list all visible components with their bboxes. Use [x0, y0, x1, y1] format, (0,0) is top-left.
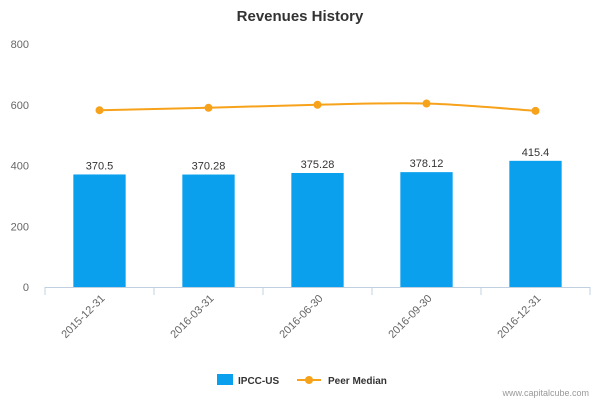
- bar: [400, 172, 453, 287]
- bar: [182, 174, 235, 287]
- peer-median-point: [422, 99, 431, 108]
- bar: [73, 174, 126, 287]
- y-tick-label: 800: [11, 39, 29, 51]
- y-tick-label: 600: [11, 100, 29, 112]
- bar-value-label: 370.28: [192, 161, 226, 173]
- x-tick-label: 2016-09-30: [386, 293, 434, 341]
- peer-median-point: [531, 106, 540, 115]
- x-tick-label: 2015-12-31: [59, 293, 107, 341]
- bar: [509, 160, 562, 287]
- bar-value-label: 375.28: [301, 159, 335, 171]
- y-tick-label: 0: [23, 282, 29, 294]
- x-tick-label: 2016-03-31: [168, 293, 216, 341]
- peer-median-series: [95, 99, 540, 115]
- credit-text[interactable]: www.capitalcube.com: [501, 388, 589, 398]
- peer-median-point: [95, 106, 104, 115]
- chart-title: Revenues History: [237, 8, 364, 25]
- bar: [291, 173, 344, 287]
- bar-value-label: 378.12: [410, 158, 444, 170]
- bar-value-label: 370.5: [86, 160, 114, 172]
- bar-data-labels: 370.5 370.28 375.28 378.12 415.4: [86, 147, 550, 173]
- bar-series: [73, 160, 562, 287]
- legend: IPCC-US Peer Median: [217, 374, 387, 387]
- y-axis: 0 200 400 600 800: [11, 39, 29, 294]
- peer-median-point: [204, 103, 213, 112]
- legend-label-ipcc-us[interactable]: IPCC-US: [238, 376, 279, 387]
- legend-label-peer-median[interactable]: Peer Median: [328, 376, 387, 387]
- legend-swatch-ipcc-us: [217, 374, 233, 385]
- bar-value-label: 415.4: [522, 147, 550, 159]
- peer-median-point: [313, 100, 322, 109]
- x-tick-label: 2016-06-30: [277, 293, 325, 341]
- y-tick-label: 200: [11, 221, 29, 233]
- y-tick-label: 400: [11, 161, 29, 173]
- x-axis: 2015-12-31 2016-03-31 2016-06-30 2016-09-30…: [44, 287, 591, 341]
- legend-marker-peer-median: [305, 376, 313, 384]
- x-tick-label: 2016-12-31: [495, 293, 543, 341]
